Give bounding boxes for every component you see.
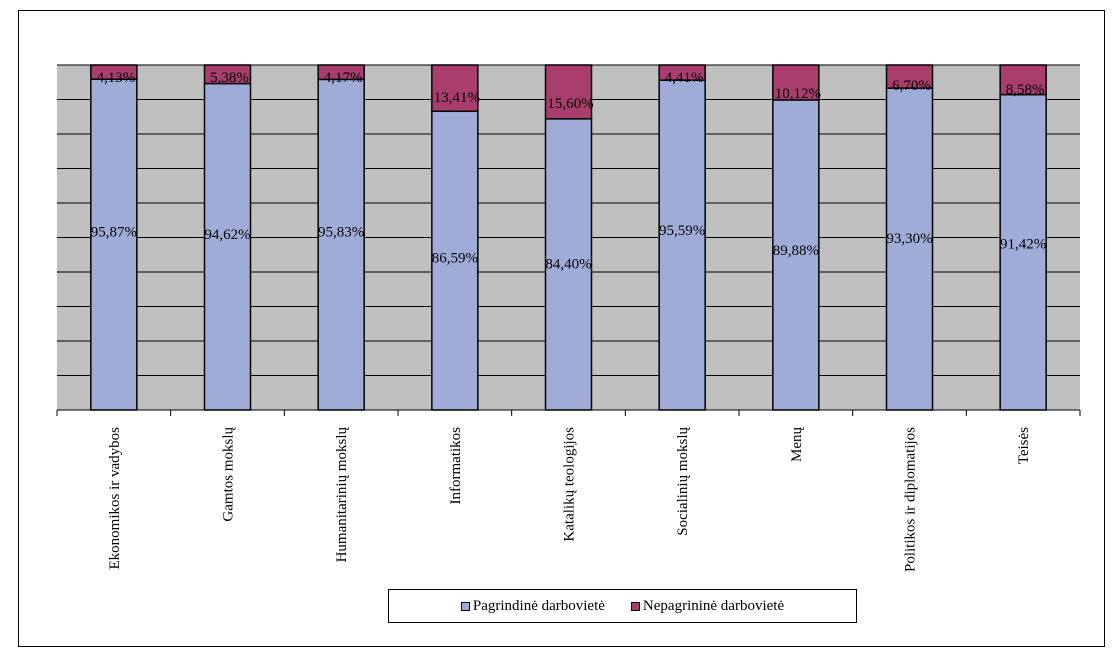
data-label-primary: 86,59% [432, 251, 478, 267]
data-label-primary: 93,30% [886, 231, 932, 247]
legend-label-secondary: Nepagrininė darbovietė [642, 597, 785, 614]
data-label-secondary: 4,13% [96, 70, 135, 86]
data-labels: 95,87% 4,13% 94,62% 5,38% 95,83% 4,17% 86,59% 1… [91, 70, 1047, 272]
bars [90, 64, 1047, 411]
data-label-secondary: 4,41% [665, 70, 704, 86]
legend-label-primary: Pagrindinė darbovietė [472, 597, 605, 614]
bar-primary [431, 110, 479, 411]
category-label: Politikos ir diplomatijos [903, 427, 919, 572]
category-label: Informatikos [448, 427, 464, 505]
bar-primary [90, 78, 138, 411]
bar-primary [658, 79, 706, 411]
bar-secondary [317, 64, 365, 81]
bar-secondary [90, 64, 138, 80]
data-label-secondary: 4,17% [324, 70, 363, 86]
bar-secondary [431, 64, 479, 113]
legend: Pagrindinė darbovietė Nepagrininė darbov… [388, 589, 857, 623]
category-label: Socialinių mokslų [675, 427, 691, 536]
bar-primary [885, 87, 934, 411]
category-label: Teisės [1016, 427, 1032, 464]
data-label-primary: 95,59% [659, 223, 705, 239]
data-label-primary: 95,87% [91, 225, 137, 241]
bar-primary [203, 82, 252, 411]
data-label-secondary: 5,38% [210, 70, 249, 86]
bar-secondary [885, 64, 934, 89]
data-label-primary: 84,40% [545, 256, 591, 272]
legend-item-secondary: Nepagrininė darbovietė [630, 597, 785, 615]
bar-secondary [544, 64, 593, 120]
bar-secondary [999, 64, 1047, 96]
data-label-primary: 89,88% [773, 243, 819, 259]
bar-primary [317, 78, 365, 411]
bar-secondary [203, 64, 252, 85]
x-axis [56, 409, 1081, 416]
data-label-secondary: 6,70% [892, 78, 931, 94]
data-label-secondary: 15,60% [547, 96, 593, 112]
legend-swatch-secondary [630, 601, 640, 611]
category-label: Menų [789, 427, 805, 462]
category-label: Humanitarinių mokslų [334, 427, 350, 563]
legend-item-primary: Pagrindinė darbovietė [460, 597, 605, 615]
data-label-secondary: 10,12% [775, 86, 821, 102]
bar-secondary [658, 64, 706, 81]
category-label: Gamtos mokslų [221, 427, 237, 522]
data-label-secondary: 13,41% [434, 90, 480, 106]
legend-swatch-primary [460, 601, 470, 611]
data-label-primary: 91,42% [1000, 236, 1046, 252]
bar-secondary [772, 64, 820, 101]
category-label: Ekonomikos ir vadybos [107, 427, 123, 570]
data-label-primary: 95,83% [318, 225, 364, 241]
category-label: Katalikų teologijos [562, 427, 578, 542]
category-labels: Ekonomikos ir vadybos Gamtos mokslų Humani… [107, 427, 1032, 573]
data-label-primary: 94,62% [204, 227, 250, 243]
data-label-secondary: 8,58% [1006, 82, 1045, 98]
